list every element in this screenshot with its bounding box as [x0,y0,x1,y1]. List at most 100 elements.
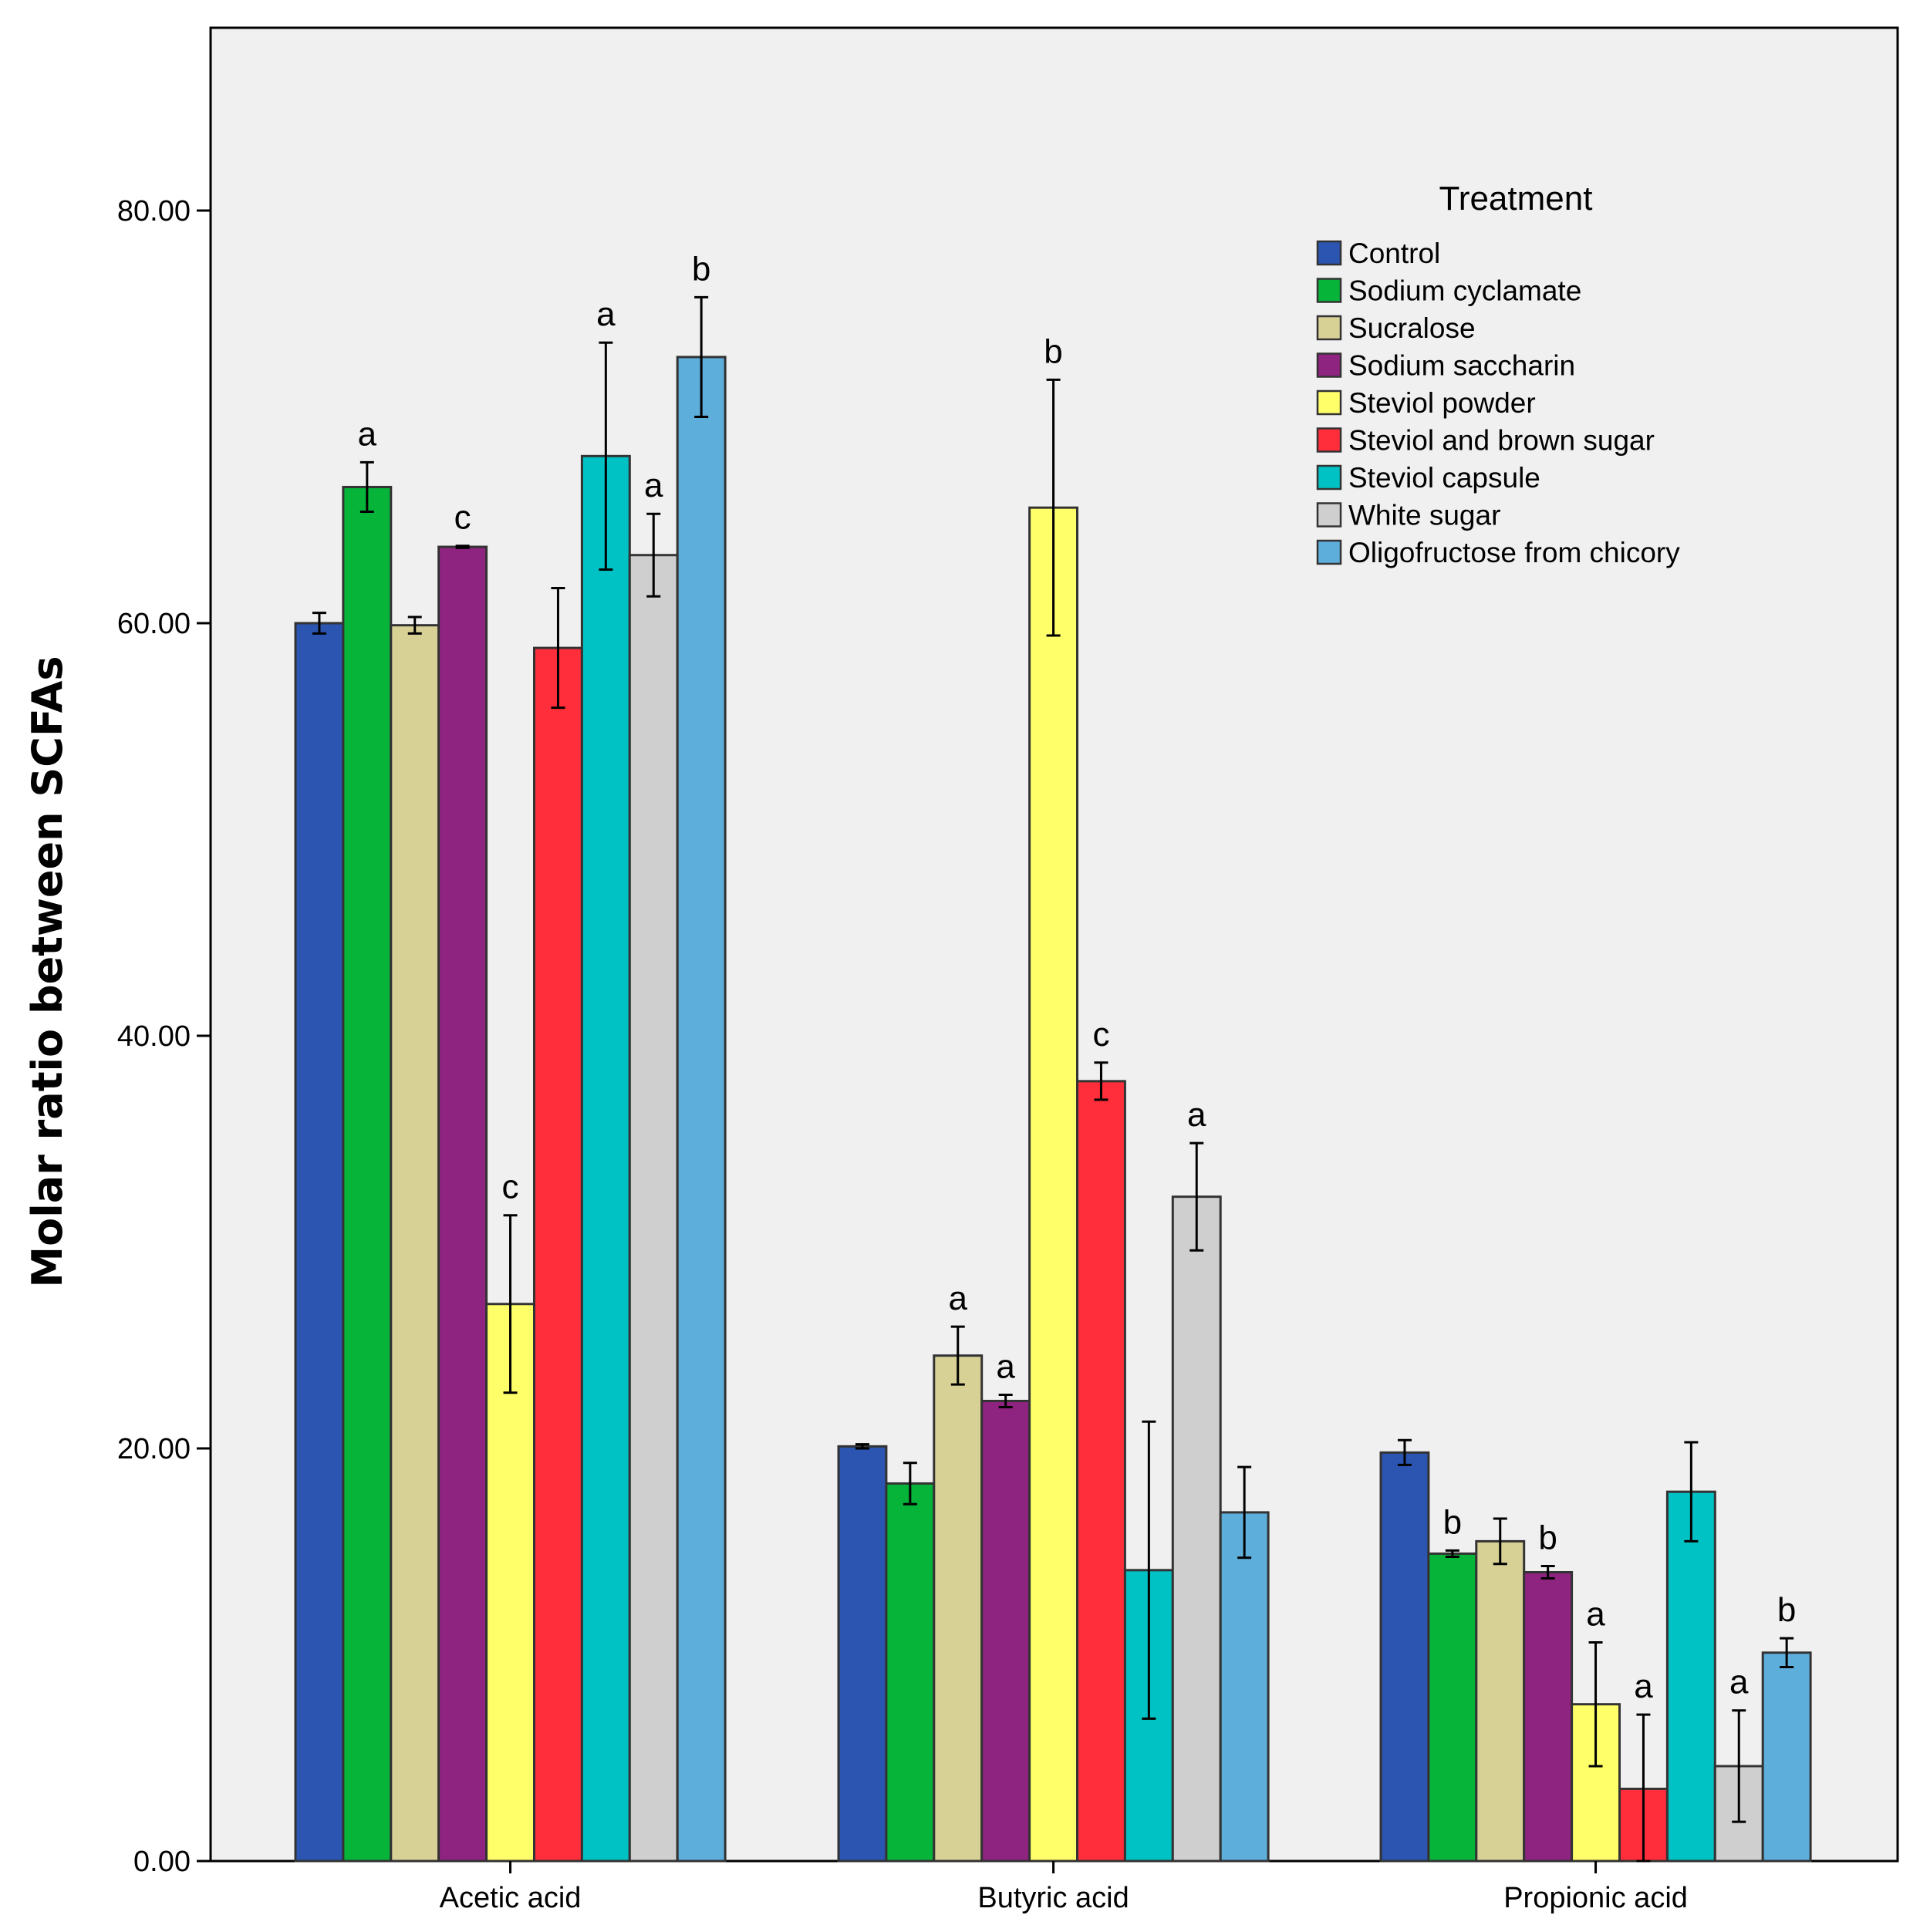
legend-label: Sucralose [1348,312,1476,344]
bar [933,1354,984,1863]
legend-swatch [1316,502,1342,528]
legend-swatch [1316,315,1342,341]
bar [1427,1552,1478,1863]
y-tick-label: 40.00 [117,1020,191,1053]
error-bar [950,1325,965,1386]
legend-item: Sodium saccharin [1316,350,1575,382]
legend-item: White sugar [1316,500,1500,531]
legend-item: Steviol capsule [1316,462,1540,494]
legend-swatch [1316,240,1342,266]
error-bar [312,612,326,635]
significance-letter: a [596,295,616,333]
significance-letter: b [1777,1591,1796,1629]
legend-swatch [1316,352,1342,378]
significance-letter: b [1443,1503,1462,1541]
error-bar [903,1462,917,1505]
legend-item: Sodium cyclamate [1316,275,1581,307]
error-bar [1540,1564,1555,1580]
error-bar [1397,1438,1412,1466]
error-bar-group [312,295,1794,1863]
significance-letter: a [949,1280,968,1317]
x-tick-label: Butyric acid [977,1882,1129,1914]
error-bar [359,460,374,514]
error-bar [1493,1517,1507,1566]
bar [390,624,440,1863]
legend-item: Sucralose [1316,312,1476,344]
significance-letter: b [1538,1519,1557,1556]
y-axis-label: Molar ratio between SCFAs [23,656,72,1287]
bar [1475,1539,1526,1863]
error-bar [855,1443,869,1450]
legend-swatch [1316,427,1342,453]
significance-letter: c [454,499,471,537]
legend-item: Oligofructose from chicory [1316,537,1680,568]
error-bar [407,615,422,635]
legend-label: White sugar [1348,500,1500,531]
error-bar [1189,1141,1204,1252]
error-bar [694,295,709,418]
error-bar [551,587,565,710]
bar [1523,1571,1574,1863]
error-bar [1046,378,1061,637]
significance-letter: a [358,415,377,453]
y-tick-label: 80.00 [117,195,191,228]
legend-swatch [1316,278,1342,303]
error-bar [998,1393,1013,1408]
bar [1379,1451,1430,1863]
legend-item: Control [1316,238,1440,269]
bar [1076,1080,1126,1863]
significance-letter: a [1586,1595,1605,1633]
error-bar [455,545,470,549]
error-bar [503,1214,518,1394]
bar [1028,506,1078,1863]
y-axis: 0.00 20.00 40.00 60.00 80.00 [117,195,211,1878]
error-bar [1142,1420,1156,1720]
y-tick-label: 20.00 [117,1433,191,1465]
bar [342,485,393,1863]
legend-item: Steviol and brown sugar [1316,425,1655,457]
bar [885,1482,936,1863]
error-bar [1237,1465,1252,1559]
significance-letter: a [644,467,663,504]
error-bar [1636,1713,1651,1863]
legend-label: Control [1348,238,1440,269]
significance-letter: c [1092,1016,1109,1054]
significance-letter: b [1044,332,1062,370]
bar [1665,1490,1716,1863]
error-bar [646,512,661,598]
error-bar [1094,1061,1108,1101]
bar [294,622,345,1863]
significance-letter: a [1634,1667,1653,1705]
significance-letter: a [996,1347,1015,1385]
bar [1171,1195,1222,1863]
legend-items: Control Sodium cyclamate Sucralose Sodium s… [1316,238,1680,568]
y-tick-label: 0.00 [133,1846,191,1878]
error-bar [1588,1640,1603,1768]
bar [1761,1651,1812,1863]
bar [533,646,583,1863]
legend-label: Sodium saccharin [1348,350,1575,382]
legend-swatch [1316,464,1342,491]
significance-letter: b [692,250,710,288]
legend-label: Sodium cyclamate [1348,275,1581,307]
bar-series-group [294,356,1812,1863]
x-axis: Acetic acid Butyric acid Propionic acid [440,1861,1688,1914]
legend-label: Oligofructose from chicory [1348,537,1680,568]
legend-swatch [1316,539,1342,565]
error-bar [1732,1709,1746,1823]
legend-label: Steviol powder [1348,387,1536,419]
bar [980,1399,1031,1863]
significance-letter: a [1729,1664,1749,1701]
bar [837,1445,888,1863]
error-bar [599,341,613,571]
legend-label: Steviol capsule [1348,462,1540,494]
legend-label: Steviol and brown sugar [1348,425,1655,457]
y-tick-label: 60.00 [117,608,191,640]
bar [1219,1511,1270,1863]
error-bar [1684,1441,1699,1543]
significance-letter: c [502,1168,519,1206]
legend-title: Treatment [1439,180,1593,217]
error-bar [1780,1637,1794,1669]
